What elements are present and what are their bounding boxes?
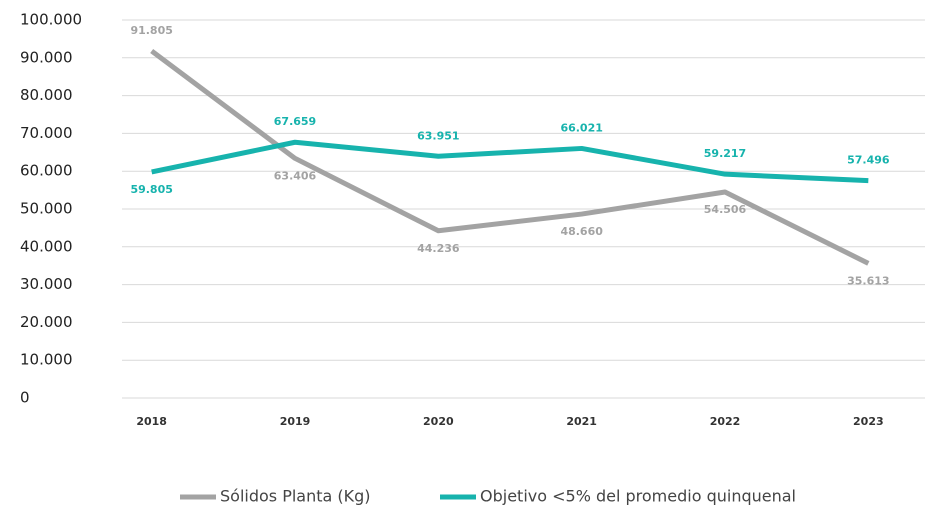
y-tick-label: 90.000: [20, 48, 73, 66]
y-tick-label: 0: [20, 389, 30, 407]
x-tick-label: 2019: [280, 415, 311, 428]
y-tick-label: 100.000: [20, 11, 82, 29]
value-label: 63.951: [417, 129, 459, 142]
value-label: 59.805: [130, 183, 172, 196]
value-label: 63.406: [274, 169, 317, 182]
y-tick-label: 40.000: [20, 237, 73, 255]
value-label: 35.613: [847, 274, 889, 287]
y-tick-label: 80.000: [20, 86, 73, 104]
value-label: 48.660: [560, 225, 603, 238]
x-tick-label: 2022: [710, 415, 741, 428]
series-line: [150, 48, 870, 266]
value-label: 57.496: [847, 154, 890, 167]
y-tick-label: 50.000: [20, 200, 73, 218]
y-tick-label: 70.000: [20, 124, 73, 142]
value-label: 66.021: [560, 121, 602, 134]
series-line: [151, 139, 869, 184]
value-label: 91.805: [130, 24, 172, 37]
x-tick-label: 2020: [423, 415, 454, 428]
x-tick-label: 2021: [566, 415, 597, 428]
x-tick-label: 2018: [136, 415, 167, 428]
value-label: 59.217: [704, 147, 746, 160]
y-tick-label: 30.000: [20, 275, 73, 293]
value-label: 54.506: [704, 203, 747, 216]
y-tick-label: 10.000: [20, 351, 73, 369]
value-label: 67.659: [274, 115, 316, 128]
value-label: 44.236: [417, 242, 460, 255]
x-tick-label: 2023: [853, 415, 884, 428]
y-tick-label: 20.000: [20, 313, 73, 331]
legend-label: Objetivo <5% del promedio quinquenal: [480, 487, 796, 506]
y-tick-label: 60.000: [20, 162, 73, 180]
legend-label: Sólidos Planta (Kg): [220, 487, 371, 506]
